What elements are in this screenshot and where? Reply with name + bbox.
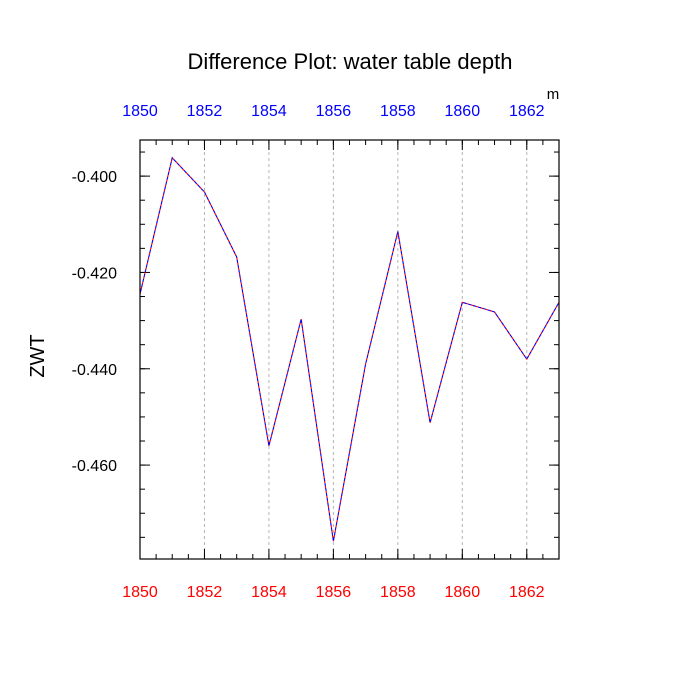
- data-point: [300, 318, 303, 321]
- data-point: [429, 421, 432, 424]
- x-tick-label-bottom: 1854: [251, 584, 287, 601]
- data-point: [203, 191, 206, 194]
- x-tick-label-top: 1862: [509, 103, 545, 120]
- major-ticks: [139, 140, 559, 559]
- data-point: [493, 310, 496, 313]
- data-point: [332, 540, 335, 543]
- y-tick-label: -0.420: [72, 265, 117, 282]
- x-tick-label-top: 1860: [445, 103, 481, 120]
- x-tick-label-top: 1854: [251, 103, 287, 120]
- x-tick-labels-bottom: 1850 1852 1854 1856 1858 1860 1862: [122, 584, 544, 601]
- x-tick-label-bottom: 1852: [187, 584, 223, 601]
- data-point: [235, 256, 238, 259]
- x-tick-label-top: 1852: [187, 103, 223, 120]
- data-point: [461, 301, 464, 304]
- x-tick-label-top: 1850: [122, 103, 158, 120]
- minor-ticks: [139, 140, 560, 559]
- y-tick-label: -0.460: [72, 458, 117, 475]
- plot-frame: [139, 139, 560, 560]
- x-tick-label-bottom: 1858: [380, 584, 416, 601]
- chart-title: Difference Plot: water table depth: [188, 49, 513, 74]
- x-tick-label-top: 1858: [380, 103, 416, 120]
- data-point: [171, 156, 174, 159]
- y-tick-label: -0.400: [72, 169, 117, 186]
- y-axis-label: ZWT: [27, 334, 49, 377]
- units-label: m: [547, 86, 560, 103]
- series-line-primary: [139, 156, 560, 542]
- data-point: [267, 444, 270, 447]
- data-point: [525, 358, 528, 361]
- data-point: [396, 230, 399, 233]
- x-tick-label-bottom: 1860: [445, 584, 481, 601]
- x-tick-labels-top: 1850 1852 1854 1856 1858 1860 1862: [122, 103, 544, 120]
- x-tick-label-top: 1856: [316, 103, 352, 120]
- data-point: [364, 362, 367, 365]
- grid-lines: [139, 140, 528, 559]
- x-tick-label-bottom: 1850: [122, 584, 158, 601]
- x-tick-label-bottom: 1856: [316, 584, 352, 601]
- x-tick-label-bottom: 1862: [509, 584, 545, 601]
- series-lines: [139, 156, 560, 543]
- series-line-overlay: [139, 156, 560, 542]
- y-tick-label: -0.440: [72, 362, 117, 379]
- y-tick-labels: -0.400 -0.420 -0.440 -0.460: [72, 169, 117, 475]
